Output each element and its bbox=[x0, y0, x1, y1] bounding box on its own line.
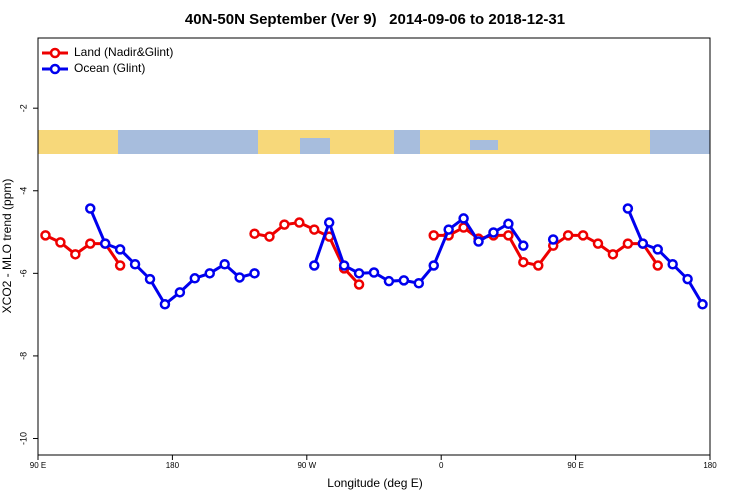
data-point bbox=[443, 224, 454, 235]
data-point bbox=[279, 219, 290, 230]
data-point bbox=[234, 272, 245, 283]
data-point bbox=[652, 260, 663, 271]
data-point bbox=[85, 238, 96, 249]
data-point bbox=[488, 227, 499, 238]
y-tick-label: -2 bbox=[18, 104, 28, 112]
data-point bbox=[174, 287, 186, 298]
x-tick-label: 180 bbox=[703, 461, 717, 470]
map-water bbox=[470, 140, 498, 150]
data-point bbox=[458, 213, 469, 224]
data-point bbox=[518, 240, 529, 251]
data-point bbox=[114, 260, 126, 271]
data-point bbox=[159, 299, 171, 310]
data-point bbox=[473, 236, 484, 247]
data-point bbox=[413, 277, 425, 289]
data-point bbox=[353, 279, 365, 290]
x-tick-label: 0 bbox=[439, 461, 444, 470]
plot-frame bbox=[37, 37, 711, 456]
data-point bbox=[428, 230, 439, 241]
data-point bbox=[99, 238, 111, 249]
data-point bbox=[323, 217, 335, 228]
data-point bbox=[503, 230, 514, 241]
x-tick-label: 90 E bbox=[567, 461, 583, 470]
data-point bbox=[682, 273, 693, 285]
data-point bbox=[503, 218, 514, 230]
x-tick-label: 180 bbox=[166, 461, 180, 470]
data-point bbox=[398, 275, 410, 286]
data-point bbox=[189, 273, 201, 284]
data-point bbox=[85, 203, 96, 214]
map-water bbox=[300, 138, 330, 154]
data-point bbox=[428, 260, 439, 271]
data-point bbox=[667, 259, 678, 270]
x-axis-label: Longitude (deg E) bbox=[327, 476, 422, 490]
data-point bbox=[577, 230, 589, 241]
data-point bbox=[383, 275, 395, 287]
map-land bbox=[420, 130, 650, 154]
data-point bbox=[533, 260, 544, 271]
data-point bbox=[204, 268, 215, 279]
data-point bbox=[622, 203, 634, 214]
y-tick-label: -10 bbox=[18, 432, 28, 445]
x-tick-label: 90 E bbox=[30, 461, 46, 470]
legend-marker bbox=[49, 63, 61, 75]
data-point bbox=[129, 259, 141, 270]
data-point bbox=[697, 299, 708, 310]
data-point bbox=[309, 260, 320, 271]
data-point bbox=[353, 268, 365, 279]
data-point bbox=[55, 237, 66, 248]
legend-marker bbox=[49, 47, 61, 59]
data-point bbox=[264, 231, 275, 242]
data-point bbox=[607, 249, 619, 260]
y-tick-label: -4 bbox=[18, 187, 28, 195]
y-tick-label: -6 bbox=[18, 269, 28, 277]
data-point bbox=[114, 244, 126, 255]
legend-label: Land (Nadir&Glint) bbox=[74, 45, 173, 59]
map-strip bbox=[38, 130, 710, 154]
data-point bbox=[562, 230, 574, 241]
data-point bbox=[249, 228, 260, 239]
data-point bbox=[309, 224, 320, 235]
data-point bbox=[144, 273, 156, 285]
data-point bbox=[249, 268, 260, 279]
data-point bbox=[622, 238, 634, 249]
data-point bbox=[294, 217, 305, 228]
chart-title: 40N-50N September (Ver 9) 2014-09-06 to … bbox=[185, 11, 565, 28]
data-point bbox=[637, 238, 649, 249]
data-point bbox=[219, 259, 230, 270]
map-land bbox=[38, 130, 118, 154]
data-point bbox=[70, 249, 81, 260]
x-tick-label: 90 W bbox=[297, 461, 316, 470]
data-point bbox=[592, 238, 604, 249]
data-point bbox=[40, 230, 51, 241]
series-line bbox=[433, 225, 659, 268]
y-tick-label: -8 bbox=[18, 352, 28, 360]
data-point bbox=[652, 244, 663, 255]
data-point bbox=[338, 260, 350, 271]
data-point bbox=[547, 234, 559, 245]
data-point bbox=[518, 256, 529, 268]
y-axis-label: XCO2 - MLO trend (ppm) bbox=[0, 179, 14, 314]
legend-label: Ocean (Glint) bbox=[74, 61, 145, 75]
data-point bbox=[368, 267, 380, 278]
series-line bbox=[626, 207, 704, 306]
